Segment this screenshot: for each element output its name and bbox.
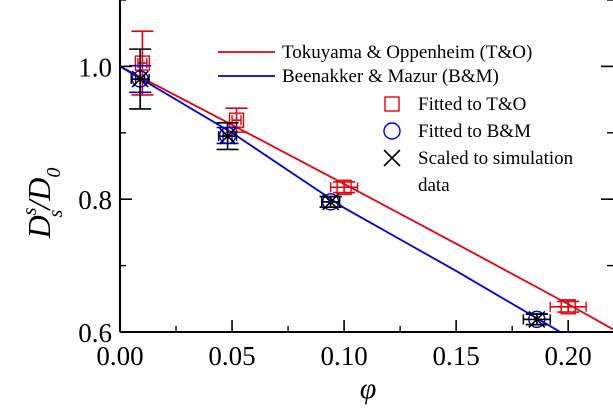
- data-point-2-2: [319, 193, 342, 211]
- x-marker-b: [131, 70, 149, 88]
- x-marker-b: [322, 193, 340, 211]
- legend-marker-label: Fitted to B&M: [418, 121, 531, 142]
- data-point-0-2: [329, 179, 359, 195]
- series-lines: [120, 65, 613, 332]
- legend-x-swatch: [383, 149, 401, 167]
- legend: Tokuyama & Oppenheim (T&O) Beenakker & Ma…: [218, 42, 574, 196]
- x-tick-label: 0.00: [96, 341, 143, 371]
- legend-square-swatch: [384, 96, 400, 112]
- y-label-slash: /D: [21, 178, 57, 212]
- x-marker: [528, 310, 546, 328]
- y-tick-label: 1.0: [78, 52, 112, 82]
- y-axis-label: Ds s/D0: [19, 168, 67, 240]
- data-point-0-3: [549, 299, 587, 315]
- axis-tick-labels: 0.00 0.05 0.10 0.15 0.20 0.6 0.8 1.0: [78, 52, 592, 371]
- y-tick-label: 0.6: [78, 318, 112, 348]
- legend-circle-swatch: [383, 122, 401, 140]
- legend-marker-label: Scaled to simulation: [418, 148, 574, 169]
- y-label-sup: s: [19, 207, 41, 215]
- x-tick-label: 0.05: [208, 341, 255, 371]
- legend-marker-label: data: [418, 175, 450, 196]
- x-marker: [218, 127, 237, 145]
- x-axis-label: φ: [360, 372, 377, 405]
- x-marker-b: [528, 310, 546, 328]
- axis-ticks: [119, 0, 613, 333]
- y-tick-label: 0.8: [78, 185, 112, 215]
- x-marker: [131, 70, 149, 88]
- series-markers: [129, 30, 587, 329]
- legend-marker-label: Fitted to T&O: [418, 94, 526, 115]
- data-point-2-0: [129, 48, 152, 110]
- plot-frame: [119, 0, 613, 333]
- data-point-2-3: [522, 310, 551, 328]
- x-marker-b: [218, 127, 237, 145]
- y-label-main: D: [21, 215, 57, 239]
- y-label-sub1: s: [45, 209, 67, 217]
- data-point-2-1: [216, 122, 239, 151]
- square-marker: [560, 299, 576, 315]
- x-marker: [322, 193, 340, 211]
- x-tick-label: 0.20: [545, 341, 592, 371]
- legend-line-label: Tokuyama & Oppenheim (T&O): [282, 42, 532, 63]
- data-point-0-0: [131, 30, 154, 96]
- x-tick-label: 0.15: [433, 341, 480, 371]
- square-marker: [134, 55, 151, 71]
- legend-x-swatch-b: [383, 149, 401, 167]
- series-line-0: [120, 65, 613, 331]
- square-marker: [336, 179, 352, 195]
- legend-line-label: Beenakker & Mazur (B&M): [282, 66, 499, 87]
- data-point-0-1: [225, 107, 248, 133]
- series-line-1: [120, 65, 563, 332]
- x-tick-label: 0.10: [320, 341, 367, 371]
- y-label-sub2: 0: [43, 168, 65, 178]
